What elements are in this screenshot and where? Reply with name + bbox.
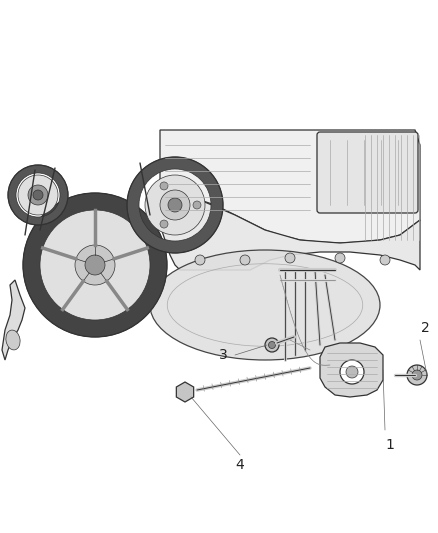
Circle shape [160,190,190,220]
Polygon shape [150,130,420,243]
Ellipse shape [150,250,380,360]
Wedge shape [8,165,68,225]
Circle shape [18,175,58,215]
Circle shape [40,210,150,320]
Circle shape [85,255,105,275]
Circle shape [268,342,276,349]
Circle shape [28,185,48,205]
Circle shape [195,255,205,265]
Circle shape [340,360,364,384]
Circle shape [193,201,201,209]
FancyBboxPatch shape [317,132,418,213]
Text: 3: 3 [219,348,228,362]
Polygon shape [177,382,194,402]
Circle shape [346,366,358,378]
Circle shape [33,190,43,200]
Circle shape [285,253,295,263]
Circle shape [407,365,427,385]
Polygon shape [320,343,383,397]
Circle shape [265,338,279,352]
Circle shape [412,370,422,380]
Ellipse shape [6,330,20,350]
Circle shape [240,255,250,265]
Circle shape [145,175,205,235]
Text: 4: 4 [236,458,244,472]
Circle shape [160,182,168,190]
Wedge shape [23,193,167,337]
Circle shape [160,220,168,228]
Circle shape [75,245,115,285]
Text: 1: 1 [385,438,395,452]
Text: 2: 2 [420,321,429,335]
Polygon shape [155,200,420,270]
Circle shape [380,255,390,265]
Polygon shape [2,280,25,360]
Wedge shape [127,157,223,253]
Circle shape [335,253,345,263]
Circle shape [168,198,182,212]
